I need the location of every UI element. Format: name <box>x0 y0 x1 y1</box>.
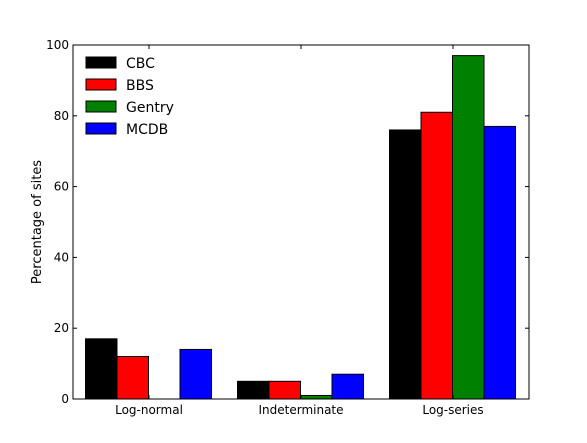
legend: CBC BBS Gentry MCDB <box>85 56 174 138</box>
bar-bbs-log-normal <box>116 356 149 400</box>
legend-swatch-gentry <box>85 100 117 113</box>
y-tick-label: 60 <box>54 180 69 194</box>
bar-cbc-indeterminate <box>237 380 270 400</box>
legend-swatch-cbc <box>85 56 117 69</box>
x-tick-label: Log-normal <box>115 403 183 417</box>
bar-bbs-log-series <box>420 111 453 400</box>
legend-label-cbc: CBC <box>126 56 155 72</box>
y-tick-label: 20 <box>54 321 69 335</box>
legend-swatch-mcdb <box>85 122 117 135</box>
bar-gentry-indeterminate <box>300 394 333 400</box>
legend-label-bbs: BBS <box>126 78 154 94</box>
x-tick-label: Log-series <box>422 403 483 417</box>
ticks-group: Log-normal Indeterminate Log-series 0 20 40 60… <box>46 38 529 417</box>
bar-mcdb-indeterminate <box>331 373 364 400</box>
bar-cbc-log-series <box>389 129 422 400</box>
legend-swatch-bbs <box>85 78 117 91</box>
y-axis-label: Percentage of sites <box>30 160 45 284</box>
y-tick-label: 0 <box>61 392 69 406</box>
y-tick-label: 40 <box>54 250 69 264</box>
bar-cbc-log-normal <box>85 338 118 400</box>
legend-label-gentry: Gentry <box>126 100 174 116</box>
legend-label-mcdb: MCDB <box>126 122 168 138</box>
bar-bbs-indeterminate <box>268 380 301 400</box>
bar-gentry-log-series <box>452 55 485 400</box>
bar-mcdb-log-normal <box>179 348 212 400</box>
y-tick-label: 100 <box>46 38 69 52</box>
bar-mcdb-log-series <box>483 125 516 400</box>
plot-frame <box>72 44 530 400</box>
x-tick-label: Indeterminate <box>258 403 343 417</box>
y-tick-label: 80 <box>54 109 69 123</box>
